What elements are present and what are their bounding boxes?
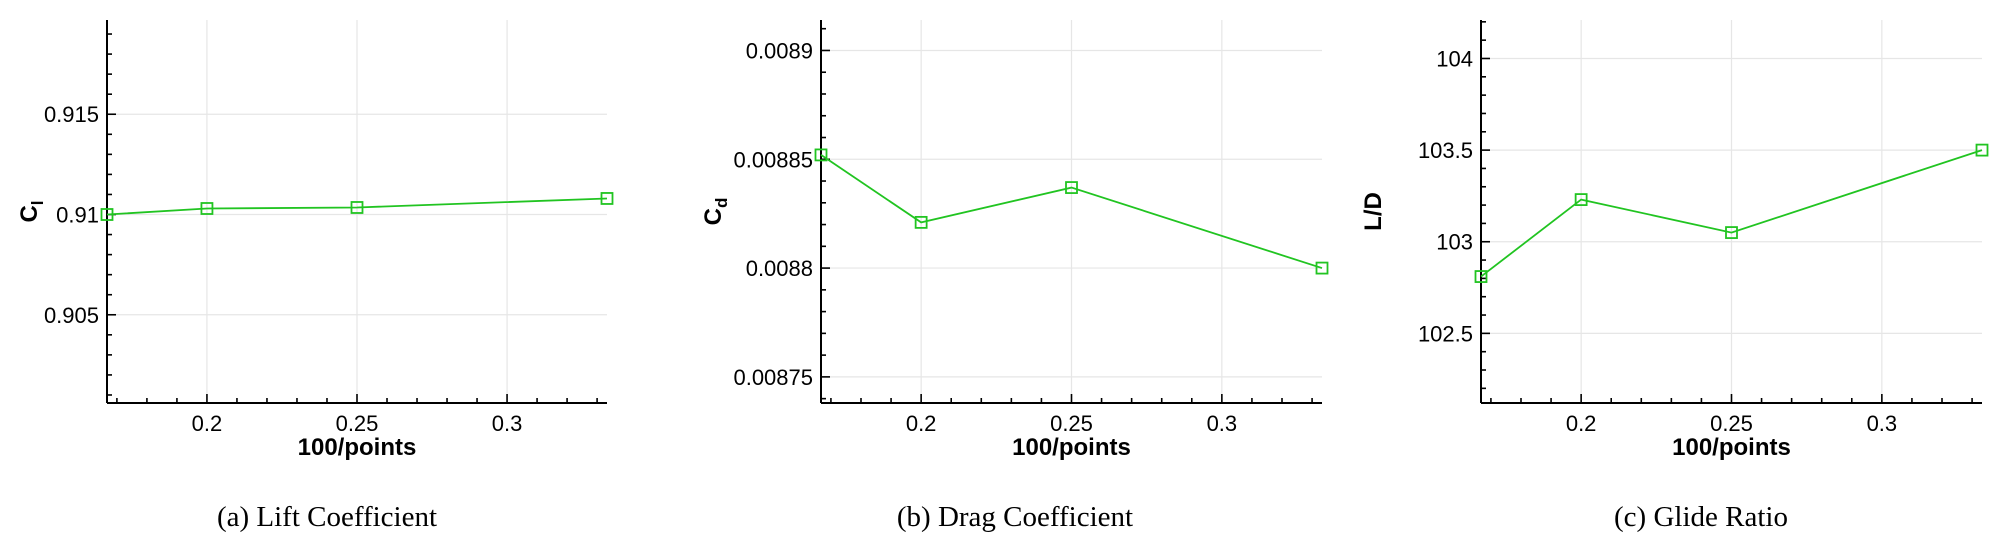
y-tick-label: 103 xyxy=(1436,230,1473,255)
y-axis-label: L/D xyxy=(1360,192,1387,231)
x-tick-label: 0.3 xyxy=(1207,411,1238,436)
x-tick-label: 0.25 xyxy=(1050,411,1093,436)
x-tick-label: 0.2 xyxy=(906,411,937,436)
figure-caption: (b) Drag Coefficient xyxy=(897,501,1133,533)
x-tick-label: 0.25 xyxy=(1710,411,1753,436)
y-tick-label: 103.5 xyxy=(1418,138,1473,163)
y-axis-label: Cd xyxy=(700,198,731,226)
data-point-marker xyxy=(600,192,614,205)
data-point-marker xyxy=(100,208,114,221)
series-line xyxy=(106,197,608,216)
y-tick-label: 0.915 xyxy=(44,102,99,127)
data-point-marker xyxy=(1315,261,1329,275)
data-point-marker xyxy=(1975,143,1989,157)
chart-panel-3: 102.5 103 103.5 104 0.2 0.25 0.3 100/points L/D (… xyxy=(1360,20,1989,533)
figure-caption: (c) Glide Ratio xyxy=(1614,501,1788,533)
y-axis-label: Cl xyxy=(16,200,47,222)
x-tick-label: 0.2 xyxy=(1566,411,1597,436)
series-line xyxy=(1480,149,1983,278)
x-tick-label: 0.25 xyxy=(336,411,379,436)
y-tick-label: 0.91 xyxy=(56,203,99,228)
x-tick-label: 0.2 xyxy=(192,411,223,436)
chart-panel-1: 0.905 0.91 0.915 0.2 0.25 0.3 100/points Cl (a) … xyxy=(16,20,614,533)
chart-panel-2: 0.00875 0.0088 0.00885 0.0089 0.2 0.25 0.3 100/… xyxy=(700,20,1329,533)
data-point-marker xyxy=(1474,270,1488,283)
data-point-marker xyxy=(914,215,928,229)
y-tick-label: 102.5 xyxy=(1418,321,1473,346)
y-tick-label: 0.905 xyxy=(44,303,99,328)
x-tick-label: 0.3 xyxy=(492,411,523,436)
y-tick-label: 104 xyxy=(1436,46,1473,71)
y-tick-label: 0.0089 xyxy=(746,38,813,63)
data-point-marker xyxy=(200,202,214,215)
data-point-marker xyxy=(1725,226,1738,239)
data-point-marker xyxy=(350,201,364,214)
y-tick-label: 0.00885 xyxy=(733,147,813,172)
data-point-marker xyxy=(814,148,828,162)
data-point-marker xyxy=(1065,181,1078,194)
data-point-marker xyxy=(1574,193,1588,206)
series-line xyxy=(820,154,1323,269)
x-tick-label: 0.3 xyxy=(1867,411,1898,436)
figure-caption: (a) Lift Coefficient xyxy=(217,501,437,533)
x-axis-label: 100/points xyxy=(298,434,417,461)
x-axis-label: 100/points xyxy=(1012,434,1131,461)
y-tick-label: 0.00875 xyxy=(733,365,813,390)
y-tick-label: 0.0088 xyxy=(746,256,813,281)
x-axis-label: 100/points xyxy=(1672,434,1791,461)
